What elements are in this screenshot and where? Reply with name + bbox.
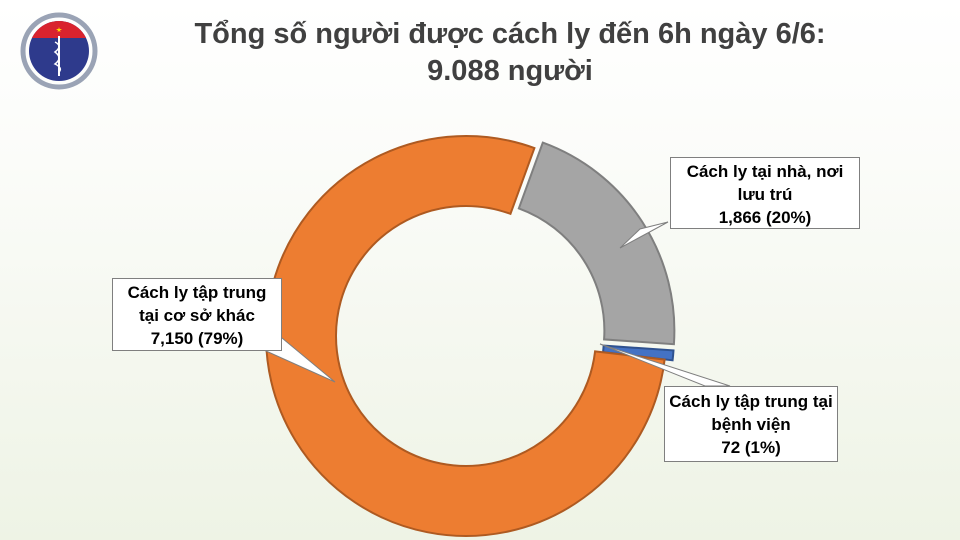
pointer-home [619,221,669,249]
slice-facility-quarantine [265,135,666,537]
callout-value: 7,150 (79%) [150,329,244,348]
callout-label: Cách ly tại nhà, nơi [686,162,844,181]
callout-label: Cách ly tập trung [127,283,267,302]
title-line-2: 9.088 người [427,55,593,87]
chart-title: Tổng số người được cách ly đến 6h ngày 6… [130,16,890,90]
ministry-of-health-logo [20,12,98,90]
callout-hospital-quarantine: Cách ly tập trung tại bệnh viện 72 (1%) [664,386,838,462]
callout-home-quarantine: Cách ly tại nhà, nơi lưu trú 1,866 (20%) [670,157,860,229]
callout-label: Cách ly tập trung tại [669,392,833,411]
slice-home-quarantine [517,141,676,346]
callout-label: bệnh viện [711,415,791,434]
callout-label: tại cơ sở khác [139,306,255,325]
callout-facility-quarantine: Cách ly tập trung tại cơ sở khác 7,150 (… [112,278,282,351]
title-line-1: Tổng số người được cách ly đến 6h ngày 6… [194,18,826,50]
callout-value: 72 (1%) [721,438,781,457]
callout-value: 1,866 (20%) [718,208,812,227]
callout-label: lưu trú [737,185,793,204]
